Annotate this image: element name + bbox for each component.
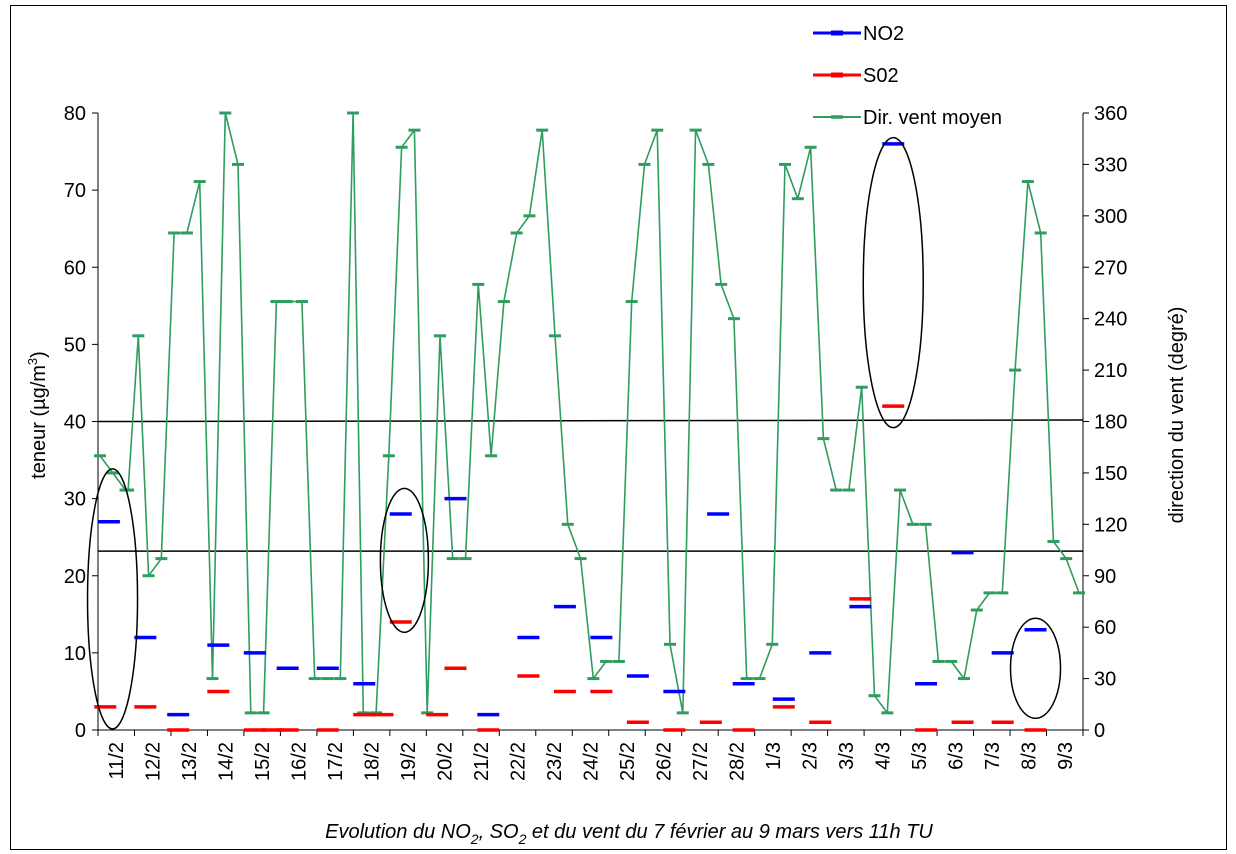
x-tick-label: 14/2 (216, 742, 238, 781)
x-tick-label: 1/3 (763, 742, 785, 770)
x-tick-label: 21/2 (471, 742, 493, 781)
wind-line (99, 112, 1080, 714)
legend-label: Dir. vent moyen (863, 107, 1002, 129)
y2-axis-title: direction du vent (degré) (1166, 307, 1188, 524)
y-axis-title-sup: 3 (25, 358, 40, 365)
series-no2 (97, 142, 1047, 717)
y2-tick-label: 150 (1094, 463, 1127, 485)
chart-frame (10, 5, 1227, 850)
highlight-ellipse (1009, 617, 1062, 720)
x-tick-label: 18/2 (362, 742, 384, 781)
highlight-ellipse (862, 136, 924, 429)
y2-tick-label: 180 (1094, 412, 1127, 434)
y-axis-title-main: teneur (µg/m (28, 365, 50, 479)
y2-tick-label: 60 (1094, 617, 1116, 639)
y2-tick-label: 330 (1094, 154, 1127, 176)
y-axis-title-close: ) (28, 351, 50, 358)
y2-tick-label: 300 (1094, 206, 1127, 228)
y-tick-label: 70 (64, 180, 86, 202)
right-axis-ticks: 0 30 60 90 120 150 180 210 240 270 300 330 360 (1083, 103, 1127, 742)
caption-sub1: 2 (470, 831, 479, 847)
y2-tick-label: 0 (1094, 720, 1105, 742)
x-tick-label: 24/2 (581, 742, 603, 781)
y2-tick-label: 270 (1094, 257, 1127, 279)
y2-tick-label: 90 (1094, 566, 1116, 588)
x-tick-label: 17/2 (325, 742, 347, 781)
caption-pre: Evolution du NO (325, 821, 471, 843)
y-tick-label: 60 (64, 257, 86, 279)
x-tick-label: 15/2 (252, 742, 274, 781)
x-tick-label: 23/2 (544, 742, 566, 781)
y2-tick-label: 30 (1094, 669, 1116, 691)
highlight-ellipse (86, 468, 139, 730)
x-tick-label: 13/2 (179, 742, 201, 781)
caption-post: et du vent du 7 février au 9 mars vers 1… (526, 821, 933, 843)
y2-tick-label: 240 (1094, 309, 1127, 331)
highlight-ellipse (379, 487, 430, 634)
x-tick-label: 12/2 (143, 742, 165, 781)
caption-sub2: 2 (518, 831, 527, 847)
chart-caption: Evolution du NO2, SO2 et du vent du 7 fé… (325, 821, 933, 847)
x-tick-label: 20/2 (435, 742, 457, 781)
x-tick-label: 28/2 (726, 742, 748, 781)
x-tick-label: 3/3 (836, 742, 858, 770)
x-tick-label: 16/2 (289, 742, 311, 781)
x-tick-label: 9/3 (1055, 742, 1077, 770)
caption-mid: , SO (479, 821, 519, 843)
series-wind-direction (94, 111, 1085, 715)
legend-label: S02 (863, 65, 899, 87)
y-tick-label: 20 (64, 566, 86, 588)
legend-label: NO2 (863, 23, 904, 45)
y-tick-label: 50 (64, 334, 86, 356)
y2-tick-label: 360 (1094, 103, 1127, 125)
y2-tick-label: 120 (1094, 514, 1127, 536)
x-tick-label: 22/2 (508, 742, 530, 781)
legend: NO2 S02 Dir. vent moyen (813, 23, 1002, 129)
x-tick-label: 26/2 (653, 742, 675, 781)
y-axis-title: teneur (µg/m3) (25, 351, 50, 479)
x-tick-label: 25/2 (617, 742, 639, 781)
left-axis-ticks: 0 10 20 30 40 50 60 70 80 (64, 103, 98, 742)
y2-tick-label: 210 (1094, 360, 1127, 382)
x-tick-label: 4/3 (872, 742, 894, 770)
highlight-ellipses (86, 136, 1062, 730)
threshold-line (97, 419, 1084, 423)
x-tick-label: 8/3 (1018, 742, 1040, 770)
x-tick-label: 11/2 (106, 742, 128, 779)
x-tick-label: 27/2 (690, 742, 712, 781)
x-tick-label: 19/2 (398, 742, 420, 781)
x-tick-label: 7/3 (982, 742, 1004, 770)
x-tick-label: 2/3 (799, 742, 821, 770)
y-tick-label: 10 (64, 643, 86, 665)
y-tick-label: 30 (64, 489, 86, 511)
threshold-lines (97, 419, 1084, 552)
y-tick-label: 0 (75, 720, 86, 742)
y-tick-label: 80 (64, 103, 86, 125)
y-tick-label: 40 (64, 412, 86, 434)
series-so2 (94, 404, 1047, 732)
x-tick-label: 5/3 (909, 742, 931, 770)
x-axis-ticks: 11/2 12/2 13/2 14/2 15/2 16/2 17/2 18/2 19/2 20/2… (97, 730, 1084, 781)
x-tick-label: 6/3 (945, 742, 967, 770)
